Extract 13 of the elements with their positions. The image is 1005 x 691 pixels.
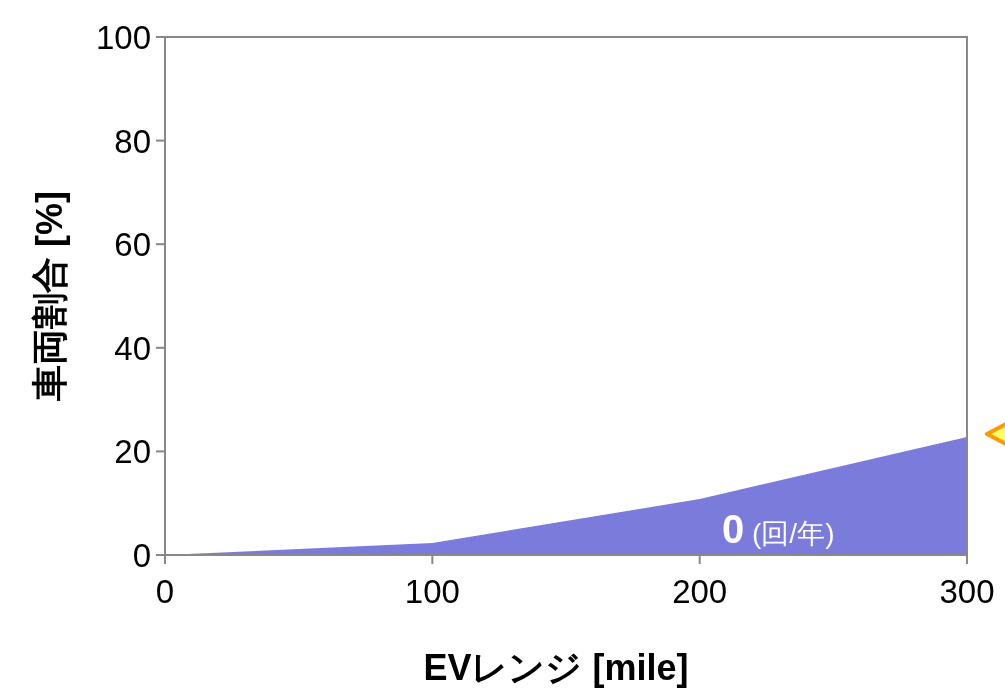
x-tick-label: 300 [939,573,995,610]
x-tick-label: 200 [672,573,728,610]
x-axis-title: EVレンジ [mile] [423,647,689,688]
y-tick-label: 60 [114,226,151,264]
x-tick-label: 0 [155,573,175,610]
y-tick-label: 80 [114,122,151,160]
y-tick-label: 40 [114,329,151,367]
annotation: 0 (回/年) [722,507,835,551]
y-axis-title: 車両割合 [%] [29,191,70,402]
y-tick-label: 20 [114,433,151,471]
y-tick-label: 0 [132,537,151,574]
x-tick-label: 100 [404,573,460,610]
y-tick-label: 100 [95,19,151,56]
